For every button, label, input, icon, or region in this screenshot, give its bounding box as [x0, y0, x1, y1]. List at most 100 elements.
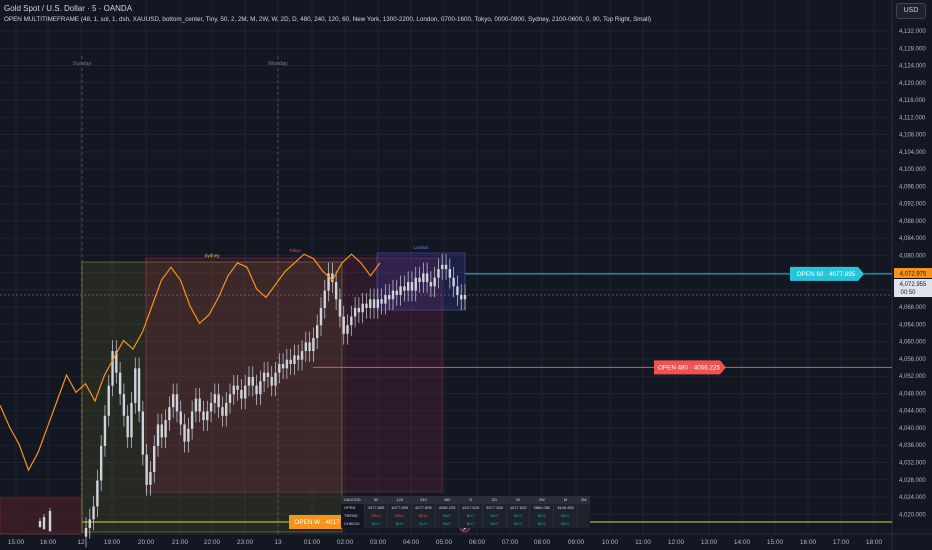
price-axis-label[interactable]: 4,028.000: [899, 478, 926, 484]
candle-body: [137, 368, 141, 412]
time-axis-label[interactable]: 06:00: [469, 539, 486, 546]
price-axis-label[interactable]: 4,096.000: [899, 184, 926, 190]
price-axis-label[interactable]: 4,112.000: [899, 115, 926, 121]
candle-body: [444, 264, 448, 270]
time-axis-label[interactable]: 23:00: [237, 539, 254, 546]
currency-button[interactable]: USD: [896, 3, 926, 19]
time-axis-label[interactable]: 13:00: [701, 539, 718, 546]
time-axis-label[interactable]: 03:00: [370, 539, 387, 546]
time-axis-label[interactable]: 16:00: [800, 539, 817, 546]
time-axis-label[interactable]: 12: [77, 539, 85, 546]
bar-countdown[interactable]: 00:50: [900, 290, 916, 296]
last-price-badge[interactable]: [894, 268, 932, 278]
price-axis-label[interactable]: 4,120.000: [899, 81, 926, 87]
time-axis-label[interactable]: 11:00: [635, 539, 651, 546]
time-axis-label[interactable]: 09:00: [568, 539, 585, 546]
price-axis-label[interactable]: 4,056.000: [899, 357, 926, 363]
open-480-tag-text[interactable]: OPEN 480 · 4056.225: [658, 364, 720, 371]
close-price-text[interactable]: 4,072.955: [900, 282, 927, 288]
candle-body: [365, 303, 368, 308]
candle-body: [391, 290, 395, 300]
price-axis-label[interactable]: 4,040.000: [899, 426, 926, 432]
open-60-tag-text[interactable]: OPEN 60 · 4077.895: [797, 271, 856, 278]
time-axis-label[interactable]: 14:00: [734, 539, 751, 546]
london-session-box: [376, 252, 466, 311]
price-axis-label[interactable]: 4,116.000: [899, 98, 926, 104]
table-header: 120: [387, 496, 413, 504]
time-axis-label[interactable]: 21:00: [172, 539, 189, 546]
price-axis-label[interactable]: 4,044.000: [899, 409, 926, 415]
candle-body: [217, 394, 220, 408]
table-cell: BUY: [506, 512, 531, 520]
candle-body: [346, 325, 349, 334]
indicator-settings[interactable]: OPEN MULTITIMEFRAME (48, 1, sol, 1, dsh,…: [4, 16, 651, 23]
table-cell: BUY: [458, 512, 484, 520]
open-60-tag[interactable]: [790, 266, 864, 281]
table-cell: SELL: [387, 512, 413, 520]
price-axis-label[interactable]: 4,084.000: [899, 236, 926, 242]
table-header: XAUUSD: [341, 496, 365, 504]
time-axis-label[interactable]: 15:00: [8, 539, 25, 546]
price-axis-label[interactable]: 4,020.000: [899, 512, 926, 518]
candle-body: [429, 282, 433, 287]
time-axis-label[interactable]: 18:00: [866, 539, 883, 546]
time-axis-label[interactable]: 07:00: [502, 539, 519, 546]
price-axis-label[interactable]: 4,100.000: [899, 167, 926, 173]
price-axis-label[interactable]: 4,032.000: [899, 461, 926, 467]
time-axis-label[interactable]: 10:00: [602, 539, 619, 546]
time-axis-label[interactable]: 05:00: [436, 539, 453, 546]
candle-body: [259, 381, 262, 395]
time-axis-label[interactable]: 19:00: [104, 539, 121, 546]
candle-body: [425, 273, 429, 283]
table-cell: BUY: [506, 520, 531, 528]
open-w-tag-text[interactable]: OPEN W · 4017: [294, 519, 340, 526]
price-axis-label[interactable]: 4,080.000: [899, 253, 926, 259]
time-axis-label[interactable]: 08:00: [534, 539, 551, 546]
table-cell: 4077.895: [411, 504, 436, 512]
time-axis-label[interactable]: 22:00: [204, 539, 221, 546]
price-axis-label[interactable]: 4,132.000: [899, 29, 926, 35]
chart-title[interactable]: Gold Spot / U.S. Dollar · 5 · OANDA: [4, 4, 133, 13]
time-axis-label[interactable]: 15:00: [767, 539, 784, 546]
price-axis-label[interactable]: 4,068.000: [899, 305, 926, 311]
price-axis-label[interactable]: 4,052.000: [899, 374, 926, 380]
price-axis-label[interactable]: 4,108.000: [899, 133, 926, 139]
price-axis-label[interactable]: 4,024.000: [899, 495, 926, 501]
price-axis-label[interactable]: 4,124.000: [899, 64, 926, 70]
price-axis-label[interactable]: 4,064.000: [899, 322, 926, 328]
candle-body: [187, 428, 190, 442]
candle-body: [84, 528, 88, 537]
price-axis-label[interactable]: 4,104.000: [899, 150, 926, 156]
time-axis-label[interactable]: 12:00: [668, 539, 685, 546]
price-axis-label[interactable]: 4,092.000: [899, 202, 926, 208]
table-cell: 4077.895: [387, 504, 413, 512]
time-axis-label[interactable]: 16:00: [40, 539, 57, 546]
candle-body: [460, 294, 463, 300]
close-price-badge[interactable]: [894, 279, 932, 297]
time-axis-label[interactable]: 01:00: [304, 539, 321, 546]
candle-body: [153, 446, 156, 472]
price-axis-label[interactable]: 4,128.000: [899, 46, 926, 52]
open-480-tag[interactable]: [654, 360, 726, 375]
time-axis-label[interactable]: 13: [274, 539, 282, 546]
time-axis-label[interactable]: 20:00: [138, 539, 155, 546]
table-row-label: CHIKOU: [341, 520, 365, 528]
time-axis-label[interactable]: 17:00: [833, 539, 850, 546]
price-axis-label[interactable]: 4,060.000: [899, 340, 926, 346]
candle-body: [221, 407, 224, 416]
candle-body: [240, 389, 243, 399]
candle-body: [145, 454, 148, 485]
price-axis-label[interactable]: 4,088.000: [899, 219, 926, 225]
open-w-tag[interactable]: [289, 515, 347, 529]
candle-body: [452, 277, 455, 287]
candle-body: [395, 290, 398, 295]
time-axis-label[interactable]: 04:00: [403, 539, 420, 546]
price-axis-label[interactable]: 4,036.000: [899, 443, 926, 449]
table-cell: BUY: [435, 512, 460, 520]
last-price-text[interactable]: 4,072.975: [900, 272, 927, 278]
table-row-label: OPEN: [341, 504, 365, 512]
candle-body: [183, 424, 186, 442]
price-axis-label[interactable]: 4,048.000: [899, 391, 926, 397]
time-axis-label[interactable]: 02:00: [337, 539, 354, 546]
